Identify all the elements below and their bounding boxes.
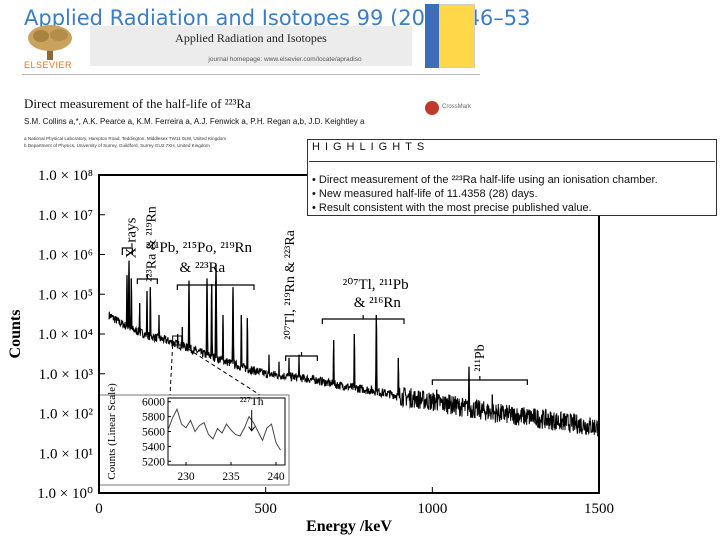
y-axis-title: Counts	[7, 310, 24, 359]
annotation-bracket	[176, 281, 255, 290]
inset-y-tick-label: 5600	[142, 427, 165, 439]
journal-homepage-link[interactable]: journal homepage: www.elsevier.com/locat…	[208, 56, 362, 63]
annotation-label: ²¹¹Pb, ²¹⁵Po, ²¹⁹Rn	[146, 240, 253, 256]
inset-annotation-arrow	[248, 410, 256, 432]
elsevier-wordmark: ELSEVIER	[24, 60, 73, 70]
annotation-label: ²⁰⁷Tl, ²¹⁹Rn & ²²³Ra	[283, 229, 298, 340]
inset-x-tick-label: 235	[222, 471, 240, 483]
inset-y-tick-label: 5400	[142, 441, 165, 453]
highlight-text: Result consistent with the most precise …	[318, 202, 592, 214]
journal-cover-strip	[425, 4, 439, 68]
highlight-item: • Direct measurement of the ²²³Ra half-l…	[312, 174, 658, 186]
journal-banner	[90, 26, 412, 66]
x-tick-label: 0	[95, 501, 103, 517]
inset-x-tick-label: 240	[267, 471, 285, 483]
inset-panel	[98, 394, 290, 486]
x-tick-label: 1500	[584, 501, 614, 517]
journal-title: Applied Radiation and Isotopes	[175, 31, 327, 45]
inset-annotation-label: ²²⁷Th	[240, 396, 264, 408]
annotation-label: & ²¹⁶Rn	[354, 295, 402, 311]
crossmark-icon[interactable]	[425, 101, 439, 115]
inset-y-tick-label: 5200	[142, 456, 165, 468]
annotation-bracket	[136, 275, 158, 284]
x-axis-title: Energy /keV	[306, 518, 392, 535]
author-list: S.M. Collins a,*, A.K. Pearce a, K.M. Fe…	[24, 117, 365, 126]
highlight-text: New measured half-life of 11.4358 (28) d…	[318, 188, 538, 200]
annotation-label: ²¹¹Pb	[473, 344, 488, 371]
annotation-label: ²²³Ra & ²¹⁹Rn	[145, 206, 160, 282]
crossmark-label: CrossMark	[442, 104, 472, 110]
header-divider	[22, 74, 480, 75]
inset-series-line	[167, 407, 281, 451]
annotation-bracket	[321, 315, 405, 324]
annotation-label: X-rays	[124, 217, 140, 258]
x-tick-label: 500	[254, 501, 277, 517]
y-tick-label: 1.0 × 10⁶	[38, 248, 93, 264]
highlight-item: • New measured half-life of 11.4358 (28)…	[312, 188, 538, 200]
y-tick-label: 1.0 × 10⁴	[38, 327, 93, 343]
inset-x-tick-label: 230	[177, 471, 195, 483]
y-tick-label: 1.0 × 10⁸	[38, 168, 93, 184]
y-tick-label: 1.0 × 10²	[39, 407, 94, 423]
annotation-bracket	[285, 352, 318, 361]
inset-y-axis-title: Counts (Linear Scale)	[106, 383, 118, 480]
y-tick-label: 1.0 × 10⁷	[38, 208, 93, 224]
highlights-divider	[309, 161, 715, 162]
highlights-box	[307, 139, 717, 216]
y-tick-label: 1.0 × 10⁵	[38, 287, 93, 303]
y-tick-label: 1.0 × 10³	[39, 367, 94, 383]
annotation-bracket	[121, 247, 133, 255]
affiliation-b: b Department of Physics, University of S…	[24, 143, 210, 148]
y-tick-label: 1.0 × 10¹	[39, 446, 93, 462]
annotation-label: & ²²³Ra	[180, 260, 226, 276]
highlight-item: • Result consistent with the most precis…	[312, 202, 592, 214]
highlight-text: Direct measurement of the ²²³Ra half-lif…	[318, 174, 658, 186]
zoom-connector	[169, 344, 174, 396]
zoom-connector	[181, 344, 261, 396]
y-tick-label: 1.0 × 10⁰	[37, 486, 93, 502]
x-tick-label: 1000	[417, 501, 447, 517]
annotation-label: ²⁰⁷Tl, ²¹¹Pb	[343, 277, 409, 293]
zoom-marker	[172, 335, 183, 346]
gamma-spectrum-chart: 1.0 × 10⁰ 1.0 × 10¹ 1.0 × 10² 1.0 × 10³ 1.0 …	[7, 168, 614, 535]
elsevier-tree-logo	[28, 25, 72, 60]
article-title: Direct measurement of the half-life of ²…	[24, 96, 251, 111]
inset-y-tick-label: 5800	[142, 412, 165, 424]
highlights-title: HIGHLIGHTS	[312, 141, 430, 153]
annotation-bracket	[431, 376, 528, 385]
affiliation-a: a National Physical Laboratory, Hampton …	[24, 136, 227, 141]
inset-y-tick-label: 6000	[142, 397, 165, 409]
